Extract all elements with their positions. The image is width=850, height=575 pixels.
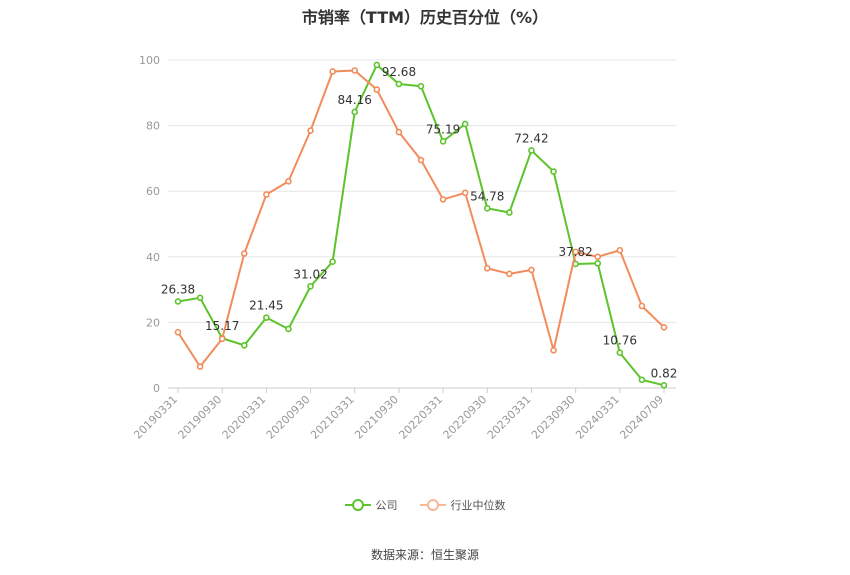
series	[174, 61, 668, 389]
data-point-company	[285, 325, 292, 333]
chart-title: 市销率（TTM）历史百分位（%）	[301, 8, 549, 27]
data-point-industry-median	[638, 302, 646, 310]
legend-swatch-company	[344, 498, 371, 512]
data-label-company: 72.42	[514, 131, 548, 145]
data-source-note: 数据来源：恒生聚源	[370, 548, 479, 562]
y-tick-label: 20	[146, 316, 160, 329]
x-tick-label: 20210331	[308, 393, 357, 442]
gridlines	[168, 59, 676, 323]
data-label-company: 84.16	[338, 93, 372, 107]
y-tick-label: 80	[146, 120, 160, 133]
data-point-company	[351, 108, 359, 116]
data-point-company	[616, 349, 624, 357]
legend-item-industry-median[interactable]: 行业中位数	[419, 497, 506, 513]
data-point-company	[594, 260, 602, 267]
data-label-company: 15.17	[205, 319, 239, 333]
x-tick-label: 20220331	[396, 393, 445, 442]
data-point-industry-median	[351, 67, 359, 74]
x-tick-label: 20220930	[441, 393, 490, 442]
x-tick-label: 20230331	[485, 393, 534, 442]
x-tick-label: 20190331	[131, 393, 180, 442]
data-point-company	[417, 82, 425, 90]
legend-swatch-industry-median	[419, 498, 446, 512]
data-point-company	[660, 382, 668, 389]
legend-label-industry-median: 行业中位数	[450, 499, 506, 512]
x-tick-label: 20200331	[220, 393, 269, 442]
data-point-company	[373, 61, 381, 69]
data-point-industry-median	[572, 248, 579, 256]
data-point-industry-median	[218, 335, 226, 343]
data-point-company	[196, 294, 204, 302]
data-point-industry-median	[174, 328, 182, 336]
data-label-company: 21.45	[249, 299, 283, 313]
y-tick-label: 0	[153, 382, 160, 395]
data-point-industry-median	[461, 189, 469, 197]
x-tick-label: 20200930	[264, 393, 313, 442]
data-point-industry-median	[660, 324, 668, 331]
data-point-industry-median	[373, 86, 381, 93]
data-point-industry-median	[196, 363, 204, 370]
data-point-company	[395, 80, 403, 88]
x-tick-label: 20240331	[573, 393, 622, 442]
data-label-company: 54.78	[470, 189, 504, 203]
data-point-company	[263, 314, 270, 321]
data-point-company	[307, 282, 314, 290]
data-labels: 26.38 15.17 21.45 31.02 84.16 92.68 75.19 54.78…	[161, 65, 678, 380]
data-point-industry-median	[550, 346, 557, 354]
x-tick-label: 20230930	[529, 393, 578, 442]
data-point-company	[240, 342, 248, 349]
data-point-company	[638, 376, 646, 384]
y-tick-label: 60	[146, 185, 160, 198]
data-label-company: 26.38	[161, 282, 195, 296]
data-point-industry-median	[285, 178, 292, 185]
data-point-industry-median	[395, 128, 403, 136]
data-point-industry-median	[506, 270, 513, 278]
data-point-industry-median	[439, 196, 447, 203]
data-point-industry-median	[240, 250, 248, 257]
data-label-company: 0.82	[651, 366, 678, 380]
data-point-industry-median	[483, 264, 491, 272]
data-label-company: 10.76	[603, 334, 637, 348]
data-point-company	[439, 138, 447, 145]
data-point-industry-median	[329, 68, 336, 75]
data-label-company: 92.68	[382, 65, 416, 79]
data-point-company	[483, 205, 491, 212]
data-point-company	[550, 168, 557, 175]
data-point-company	[528, 147, 535, 154]
data-point-industry-median	[616, 246, 624, 254]
x-tick-label: 20210930	[352, 393, 401, 442]
data-label-company: 75.19	[426, 122, 460, 136]
legend-label-company: 公司	[375, 499, 398, 512]
data-point-industry-median	[528, 266, 535, 274]
series-line-company	[177, 63, 665, 387]
legend-item-company[interactable]: 公司	[344, 497, 398, 513]
data-point-company	[174, 298, 182, 305]
y-tick-label: 40	[146, 251, 160, 264]
data-point-industry-median	[417, 156, 425, 164]
legend: 公司 行业中位数	[0, 497, 850, 513]
axes: 0 20 40 60 80 100 2019033120190930202003312020…	[131, 54, 676, 442]
data-point-industry-median	[594, 253, 602, 261]
x-tick-label: 20190930	[176, 393, 225, 442]
data-label-company: 31.02	[293, 267, 327, 281]
data-point-company	[329, 258, 336, 266]
data-label-company: 37.82	[558, 245, 592, 259]
x-tick-label: 20240709	[617, 393, 666, 442]
y-tick-label: 100	[139, 54, 160, 67]
data-point-industry-median	[307, 127, 314, 134]
data-point-company	[506, 209, 513, 216]
data-point-company	[461, 120, 469, 128]
data-point-industry-median	[263, 191, 270, 198]
